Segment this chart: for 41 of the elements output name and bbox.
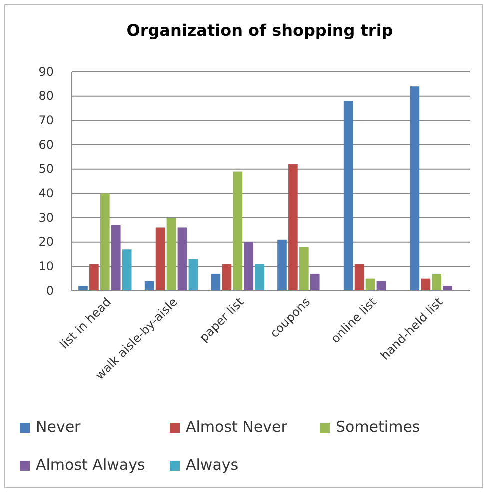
bar xyxy=(354,264,364,291)
bar xyxy=(244,242,254,291)
legend-label: Almost Never xyxy=(186,418,288,436)
chart-title: Organization of shopping trip xyxy=(126,21,394,40)
y-tick-label: 30 xyxy=(38,210,54,225)
y-tick-label: 50 xyxy=(38,162,54,176)
bar xyxy=(100,194,110,291)
bar xyxy=(166,218,176,291)
legend-label: Never xyxy=(36,418,82,436)
bar xyxy=(233,172,242,291)
bar xyxy=(310,274,320,291)
bar xyxy=(156,228,166,291)
bar xyxy=(421,278,431,291)
legend-label: Sometimes xyxy=(336,418,420,436)
bar xyxy=(288,164,298,291)
bar xyxy=(90,264,99,291)
y-tick-label: 40 xyxy=(38,186,54,201)
y-tick-label: 70 xyxy=(38,114,54,128)
bar xyxy=(178,228,188,291)
y-tick-label: 0 xyxy=(46,284,54,298)
bar xyxy=(410,86,420,291)
bar xyxy=(188,259,198,291)
bar xyxy=(278,240,287,291)
bar xyxy=(300,247,309,291)
bar xyxy=(344,101,354,291)
bar xyxy=(443,286,452,291)
y-tick-label: 10 xyxy=(38,260,54,274)
bar xyxy=(255,264,264,291)
bar xyxy=(78,286,88,291)
bar xyxy=(122,250,132,291)
bar xyxy=(432,274,442,291)
bar xyxy=(366,278,376,291)
y-tick-label: 60 xyxy=(38,138,54,152)
bar xyxy=(111,225,121,291)
bar xyxy=(211,274,221,291)
y-tick-label: 20 xyxy=(38,235,54,250)
legend-label: Always xyxy=(186,456,239,474)
legend-label: Almost Always xyxy=(36,456,146,474)
bar xyxy=(222,264,232,291)
y-tick-label: 80 xyxy=(38,89,54,104)
y-tick-label: 90 xyxy=(38,64,54,79)
